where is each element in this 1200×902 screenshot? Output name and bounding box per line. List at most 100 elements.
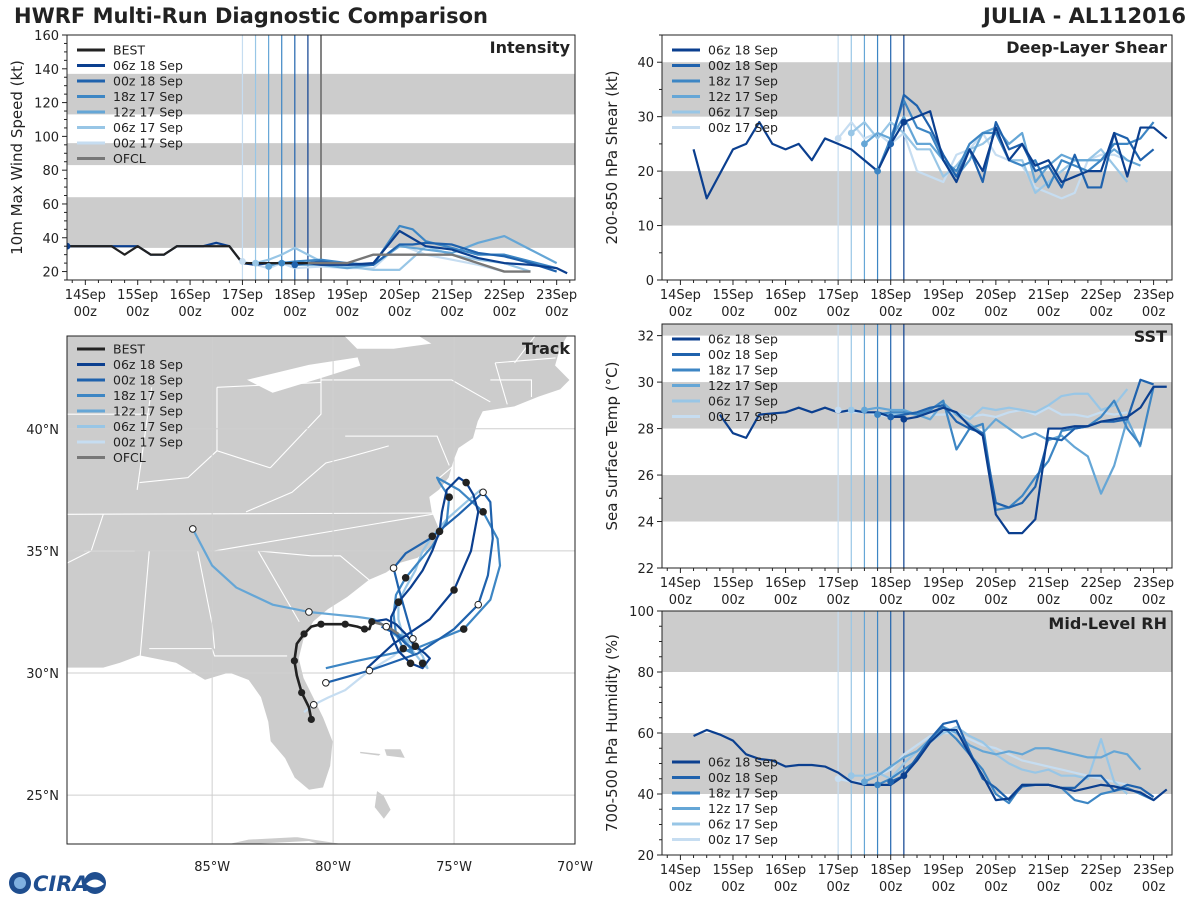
bahamas-andros	[373, 789, 392, 821]
track-position-marker	[394, 598, 403, 607]
series-init-marker	[265, 263, 273, 270]
track-position-marker	[479, 508, 487, 516]
series-init-marker	[874, 781, 881, 789]
series-init-marker	[887, 140, 895, 148]
legend-label: 18z 17 Sep	[708, 786, 778, 801]
lon-tick-label: 80°W	[315, 860, 351, 875]
x-tick-label: 16Sep	[765, 863, 806, 878]
panel-intensity: 20 40 60 80 100 120 140 160 14Sep 00z 15Sep 00z 16Se…	[8, 29, 577, 320]
y-tick-label: 20	[42, 266, 59, 281]
best-position-marker	[300, 630, 308, 638]
series-init-marker	[834, 775, 842, 783]
lat-tick-label: 35°N	[26, 545, 59, 560]
legend-label: 12z 17 Sep	[708, 801, 778, 816]
lat-tick-label: 30°N	[26, 667, 59, 682]
legend-label: 06z 18 Sep	[113, 58, 183, 73]
shade-band	[662, 475, 1172, 522]
track-position-marker	[474, 600, 483, 609]
panel-shear: 0 10 20 30 40 14Sep 00z 15Sep 00z 16Sep 00z 17Sep 00…	[603, 34, 1174, 320]
map-frame	[66, 335, 576, 845]
x-tick-sublabel: 00z	[984, 880, 1008, 895]
y-axis-label: Sea Surface Temp (°C)	[603, 361, 621, 530]
series-line	[851, 388, 1129, 421]
x-tick-sublabel: 00z	[932, 305, 956, 320]
map-area	[67, 336, 575, 844]
x-tick-sublabel: 00z	[1089, 880, 1113, 895]
y-tick-label: 30	[637, 111, 654, 126]
series-line	[864, 401, 1142, 495]
y-tick-label: 120	[34, 97, 59, 112]
x-tick-label: 22Sep	[1080, 288, 1121, 303]
x-tick-sublabel: 00z	[721, 880, 745, 895]
x-tick-sublabel: 00z	[774, 305, 798, 320]
state-boundary	[495, 357, 556, 364]
track-position-marker	[428, 532, 437, 541]
panel-title: SST	[1134, 327, 1167, 346]
best-position-marker	[298, 688, 306, 697]
legend-label: 00z 17 Sep	[113, 435, 183, 450]
x-tick-sublabel: 00z	[826, 880, 850, 895]
track-position-marker	[450, 586, 458, 594]
track-position-marker	[188, 525, 197, 533]
y-tick-label: 40	[637, 56, 654, 71]
x-tick-sublabel: 00z	[388, 305, 412, 320]
x-tick-label: 14Sep	[65, 288, 106, 303]
x-tick-label: 17Sep	[818, 288, 859, 303]
plot-area	[662, 35, 1172, 280]
x-tick-label: 16Sep	[170, 288, 211, 303]
plot-area	[662, 324, 1172, 568]
x-tick-sublabel: 00z	[1037, 593, 1061, 608]
x-tick-sublabel: 00z	[74, 305, 98, 320]
lon-tick-label: 70°W	[557, 860, 593, 875]
shade-band	[662, 382, 1172, 429]
x-tick-label: 16Sep	[765, 576, 806, 591]
state-boundary	[490, 379, 533, 398]
plot-area	[662, 611, 1172, 855]
x-tick-label: 16Sep	[765, 288, 806, 303]
y-tick-label: 0	[646, 274, 654, 289]
panel-sst: 22 24 26 28 30 32 14Sep 00z 15Sep 00z 16Sep 00z 17Se…	[603, 323, 1174, 608]
x-tick-label: 20Sep	[379, 288, 420, 303]
y-tick-label: 140	[34, 63, 59, 78]
y-tick-label: 40	[637, 788, 654, 803]
state-boundary	[321, 379, 491, 403]
state-boundary	[257, 550, 300, 623]
legend-label: 06z 18 Sep	[708, 755, 778, 770]
x-tick-sublabel: 00z	[545, 305, 569, 320]
y-tick-label: 80	[42, 164, 59, 179]
x-tick-label: 17Sep	[818, 576, 859, 591]
lat-tick-label: 25°N	[26, 789, 59, 804]
track-position-marker	[459, 625, 468, 633]
best-position-marker	[360, 625, 369, 633]
series-line	[837, 731, 1128, 786]
legend-label: 12z 17 Sep	[113, 404, 183, 419]
legend-label: 06z 17 Sep	[708, 817, 778, 832]
legend-label: 06z 17 Sep	[708, 105, 778, 120]
x-tick-sublabel: 00z	[669, 880, 693, 895]
series-init-marker	[847, 772, 855, 780]
lon-tick-label: 85°W	[194, 860, 230, 875]
panel-title: Deep-Layer Shear	[1006, 38, 1167, 57]
panel-title: Track	[522, 339, 570, 358]
series-init-marker	[874, 167, 881, 175]
y-tick-label: 60	[637, 727, 654, 742]
series-init-marker	[847, 129, 855, 137]
x-tick-label: 15Sep	[712, 576, 753, 591]
shade-band	[662, 171, 1172, 226]
bahamas-grand	[359, 750, 383, 757]
legend-label: 06z 18 Sep	[708, 43, 778, 58]
track-position-marker	[445, 493, 454, 501]
cira-logo: CIRA	[6, 868, 106, 898]
track-position-marker	[411, 642, 420, 650]
series-init-marker	[900, 772, 908, 780]
series-line	[877, 386, 1155, 512]
legend-label: 00z 18 Sep	[708, 347, 778, 362]
track-position-marker	[365, 666, 374, 675]
y-tick-label: 10	[637, 220, 654, 235]
x-tick-sublabel: 00z	[879, 593, 903, 608]
panel-track: 85°W 80°W 75°W 70°W 25°N 30°N 35°N 40°N Track BES…	[26, 335, 593, 875]
series-line	[863, 725, 1142, 783]
x-tick-label: 23Sep	[536, 288, 577, 303]
x-tick-sublabel: 00z	[826, 305, 850, 320]
lake-ontario	[344, 336, 432, 349]
